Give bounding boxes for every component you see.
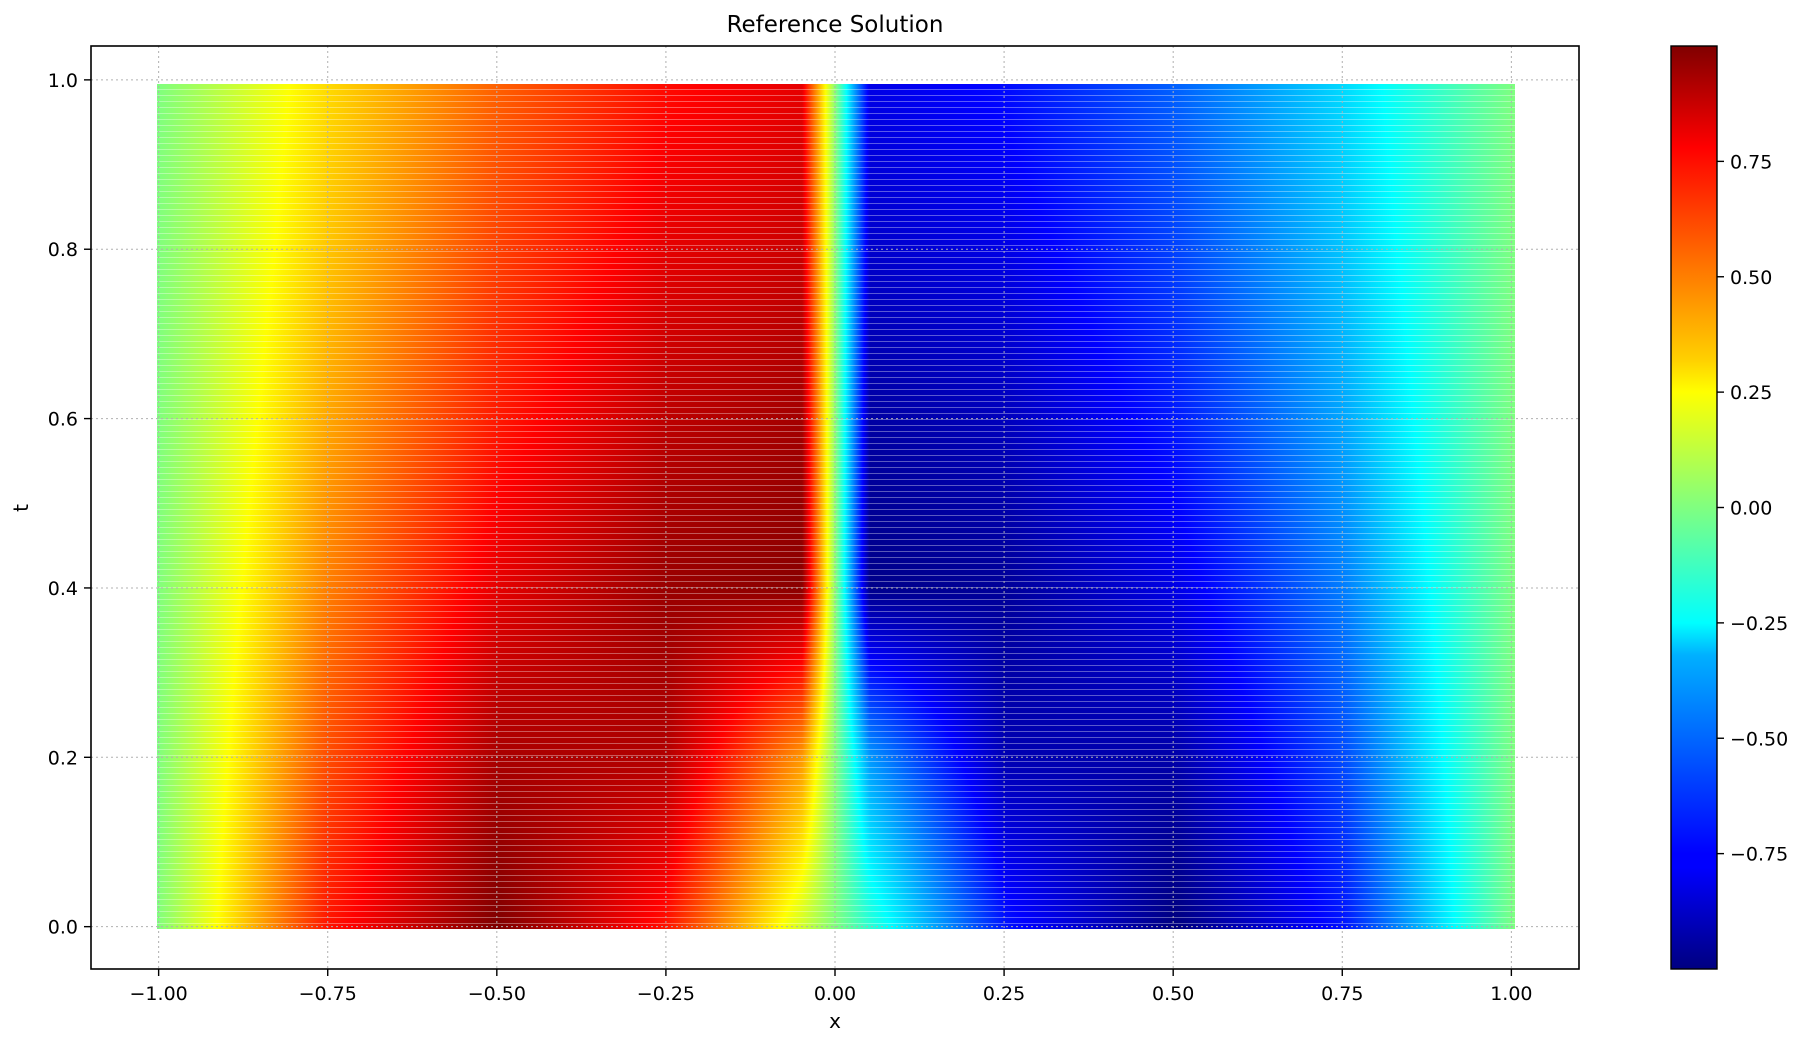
colorbar: 0.75 0.50 0.25 0.00 −0.25 −0.50 −0.75 [1670,45,1788,970]
grid [91,46,1579,969]
colorbar-tick-label: 0.75 [1730,151,1772,173]
x-tick-label: 0.75 [1321,983,1363,1005]
colorbar-tick-label: −0.50 [1730,728,1788,750]
sample-row-overlay [157,84,1515,929]
colorbar-tick-label: −0.25 [1730,613,1788,635]
x-tick-label: −0.75 [299,983,357,1005]
x-tick-label: 0.00 [814,983,856,1005]
chart-title: Reference Solution [727,12,944,38]
colorbar-gradient [1670,45,1718,970]
colorbar-axis: 0.75 0.50 0.25 0.00 −0.25 −0.50 −0.75 [1717,151,1788,866]
x-axis-label: x [829,1009,841,1033]
y-tick-label: 0.0 [48,917,78,939]
x-tick-label: −0.50 [468,983,526,1005]
x-tick-label: 0.25 [983,983,1025,1005]
x-tick-label: −1.00 [130,983,188,1005]
y-tick-label: 0.2 [48,747,78,769]
y-tick-label: 0.4 [48,578,78,600]
y-axis-label: t [9,504,33,512]
x-tick-label: 1.00 [1490,983,1532,1005]
plot-area [90,45,1580,970]
x-axis: −1.00 −0.75 −0.50 −0.25 0.00 0.25 0.50 0.75 1.00 [130,969,1533,1005]
y-tick-label: 0.8 [48,239,78,261]
colorbar-tick-label: 0.25 [1730,382,1772,404]
colorbar-tick-label: −0.75 [1730,844,1788,866]
x-tick-label: 0.50 [1152,983,1194,1005]
y-tick-label: 0.6 [48,409,78,431]
colorbar-tick-label: 0.50 [1730,267,1772,289]
y-tick-label: 1.0 [48,70,78,92]
colorbar-tick-label: 0.00 [1730,498,1772,520]
x-tick-label: −0.25 [637,983,695,1005]
y-axis: 0.0 0.2 0.4 0.6 0.8 1.0 [48,70,91,939]
